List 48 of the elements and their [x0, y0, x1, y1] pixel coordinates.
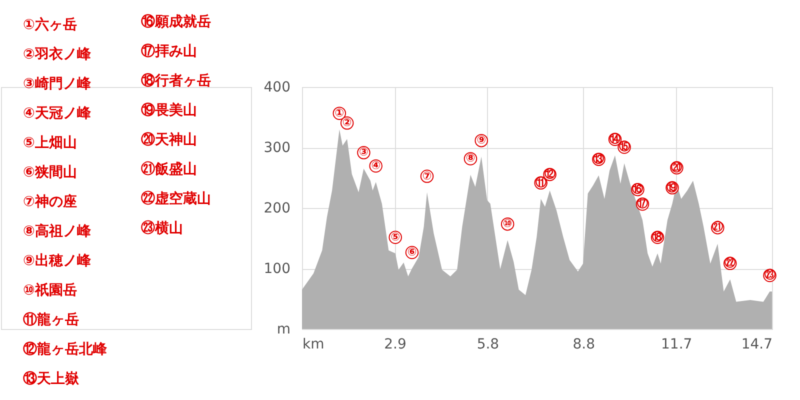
- text: ㉓横山: [141, 220, 183, 236]
- text: ⑩祇園岳: [23, 282, 77, 298]
- text: ⑥狭間山: [23, 164, 77, 180]
- text: ⑬天上嶽: [23, 371, 80, 387]
- x-tick-label: 11.7: [660, 336, 692, 352]
- annotation: ⑤: [390, 230, 400, 244]
- text: ⑨出穂ノ峰: [23, 253, 92, 269]
- annotation: ⑪: [535, 176, 546, 189]
- text: ②羽衣ノ峰: [23, 46, 92, 62]
- text: ㉑飯盛山: [141, 160, 197, 178]
- text: ⑰拝み山: [141, 44, 197, 60]
- y-tick-label: m: [276, 322, 290, 338]
- text: ⑤上畑山: [23, 135, 77, 151]
- annotation: ①: [334, 106, 344, 120]
- x-tick-label: 8.8: [572, 336, 595, 352]
- annotation: ⑦: [422, 169, 432, 182]
- y-tick-label: 200: [264, 200, 290, 216]
- text: ⑦神の座: [23, 193, 77, 210]
- text: ㉒虚空蔵山: [141, 190, 211, 207]
- y-tick-label: 300: [264, 140, 290, 156]
- annotation: ⑧: [466, 152, 476, 165]
- text: ④天冠ノ峰: [23, 106, 92, 122]
- annotation: ⑫: [544, 167, 556, 180]
- text: ⑯願成就岳: [141, 13, 211, 30]
- annotation: ④: [371, 158, 381, 172]
- text: ⑪龍ヶ岳: [23, 311, 79, 328]
- y-tick-label: 100: [264, 261, 290, 277]
- annotation: ⑩: [502, 217, 512, 230]
- y-tick-label: 400: [264, 80, 290, 96]
- annotation: ⑥: [407, 246, 417, 258]
- text: ⑫龍ヶ岳北峰: [23, 340, 108, 358]
- text: ⑱行者ヶ岳: [141, 72, 211, 89]
- annotation: ②: [342, 116, 352, 130]
- x-tick-label: 2.9: [384, 336, 406, 352]
- text: ⑲畏美山: [141, 102, 197, 118]
- text: ①六ヶ岳: [23, 16, 77, 33]
- text: ⑳天神山: [141, 131, 197, 148]
- x-tick-label: 5.8: [476, 336, 500, 352]
- annotation: ⑱: [652, 230, 664, 244]
- text: ⑧高祖ノ峰: [23, 222, 92, 240]
- annotation: ③: [359, 146, 368, 159]
- annotation: ⑨: [476, 134, 486, 147]
- annotation: ⑳: [671, 160, 682, 174]
- x-tick-label: km: [302, 336, 324, 352]
- annotation: ⑬: [593, 152, 604, 166]
- text: ③崎門ノ峰: [23, 76, 92, 92]
- annotation: ⑲: [666, 180, 678, 194]
- x-tick-label: 14.7: [741, 336, 772, 352]
